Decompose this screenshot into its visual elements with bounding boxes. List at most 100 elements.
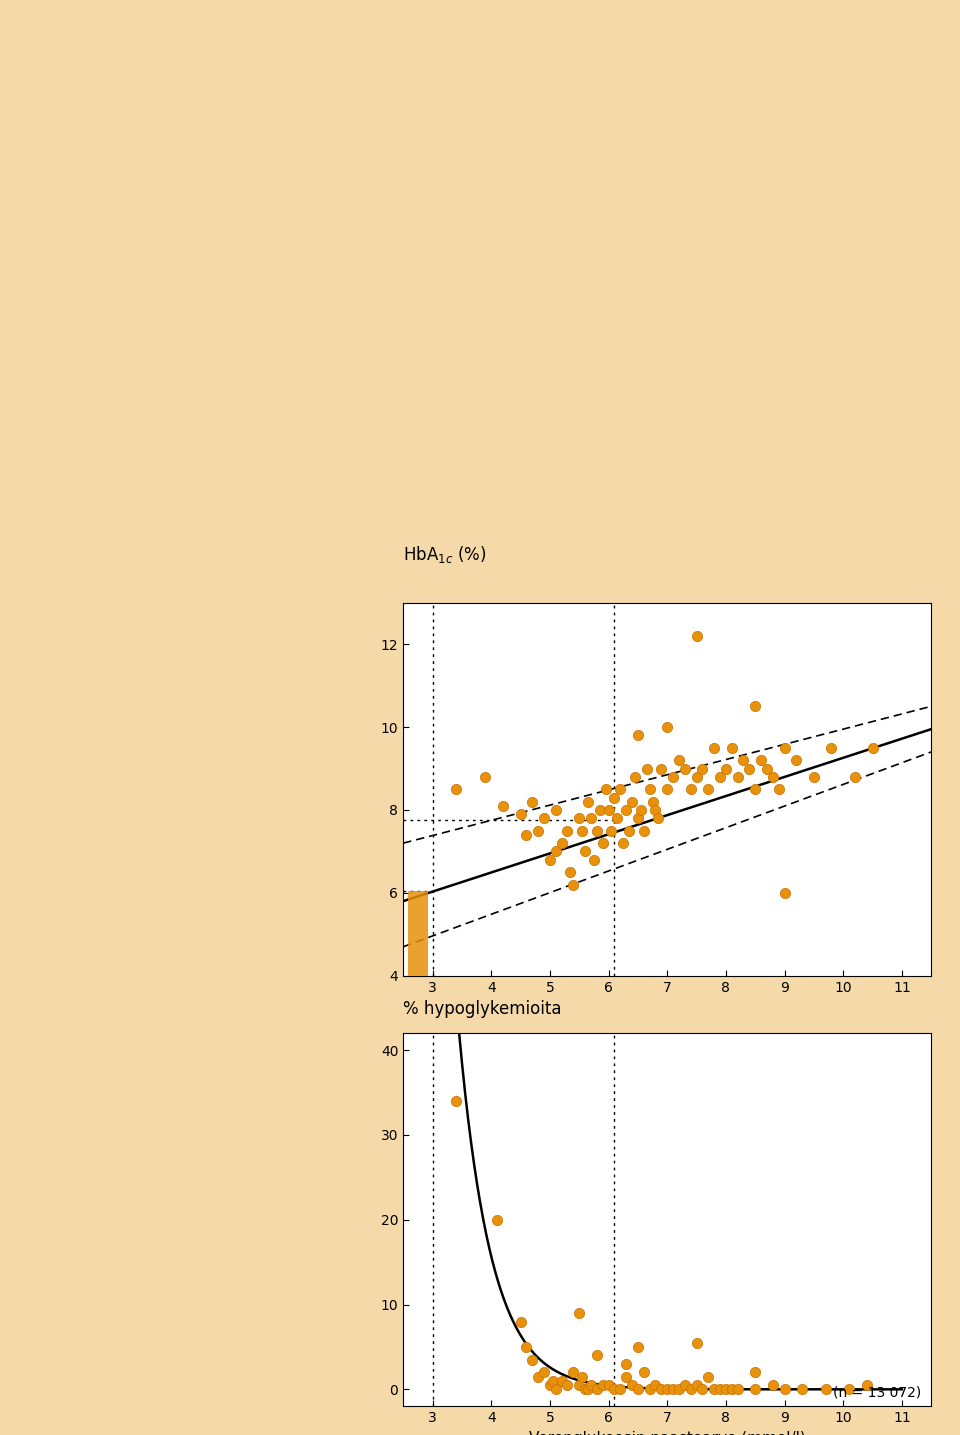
Point (524, 1349, 540, 1372)
Point (518, 824, 534, 847)
Point (660, 1378, 675, 1401)
Point (824, 736, 839, 759)
Point (695, 1378, 710, 1401)
Point (735, 749, 751, 772)
Point (677, 1373, 692, 1396)
Point (513, 1310, 528, 1333)
Point (554, 1369, 569, 1392)
Point (548, 1378, 564, 1401)
Point (601, 798, 616, 821)
Point (490, 1208, 505, 1231)
Point (607, 786, 622, 809)
Point (806, 765, 822, 788)
Point (584, 806, 599, 829)
Point (712, 1378, 728, 1401)
Point (545, 1369, 561, 1392)
Point (612, 1378, 628, 1401)
Point (630, 723, 645, 746)
Point (648, 1373, 663, 1396)
Point (607, 1378, 622, 1401)
Point (859, 1373, 875, 1396)
Point (748, 778, 763, 801)
Point (598, 778, 613, 801)
Point (478, 765, 493, 788)
Point (654, 758, 669, 781)
Point (654, 1378, 669, 1401)
Point (865, 736, 880, 759)
Point (777, 736, 792, 759)
Point (724, 1378, 739, 1401)
Point (615, 832, 631, 855)
Point (610, 806, 625, 829)
Point (841, 1378, 856, 1401)
Point (565, 1360, 581, 1383)
Point (542, 848, 558, 871)
Point (584, 1373, 599, 1396)
X-axis label: Verenglukoosin paastoarvo (mmol/l): Verenglukoosin paastoarvo (mmol/l) (529, 1431, 805, 1435)
Point (639, 758, 655, 781)
Point (618, 1352, 634, 1375)
Point (630, 806, 645, 829)
Point (580, 791, 595, 814)
Point (495, 795, 511, 818)
Point (587, 848, 602, 871)
Point (795, 1378, 810, 1401)
Point (624, 1373, 639, 1396)
Point (642, 1378, 658, 1401)
Point (577, 1378, 592, 1401)
Point (665, 765, 681, 788)
Point (618, 1365, 634, 1388)
Point (724, 736, 739, 759)
Point (448, 1089, 464, 1112)
Point (730, 765, 745, 788)
Point (601, 1373, 616, 1396)
Point (665, 1378, 681, 1401)
Point (531, 819, 546, 842)
Point (765, 1373, 780, 1396)
Point (848, 765, 863, 788)
Point (531, 1365, 546, 1388)
Point (604, 819, 619, 842)
Point (759, 758, 775, 781)
Point (777, 881, 792, 904)
Point (718, 758, 733, 781)
Point (636, 819, 652, 842)
Point (689, 1332, 705, 1355)
Point (754, 749, 769, 772)
Point (689, 1373, 705, 1396)
Point (577, 839, 592, 862)
Point (537, 806, 552, 829)
Point (589, 819, 605, 842)
Point (742, 758, 757, 781)
Point (630, 1336, 645, 1359)
Point (771, 778, 786, 801)
Point (448, 778, 464, 801)
Point (595, 1373, 611, 1396)
Point (560, 819, 575, 842)
Point (634, 798, 649, 821)
Point (560, 1373, 575, 1396)
Point (589, 1378, 605, 1401)
Point (707, 1378, 722, 1401)
Point (537, 1360, 552, 1383)
Text: (n = 13 072): (n = 13 072) (833, 1385, 922, 1399)
Point (624, 791, 639, 814)
Point (627, 765, 642, 788)
Point (563, 861, 578, 884)
Point (777, 1378, 792, 1401)
Point (718, 1378, 733, 1401)
Point (548, 839, 564, 862)
Point (651, 806, 666, 829)
Point (571, 806, 587, 829)
Point (580, 1378, 595, 1401)
Point (648, 798, 663, 821)
Point (618, 798, 634, 821)
Point (574, 1365, 589, 1388)
Point (695, 758, 710, 781)
Point (701, 1365, 716, 1388)
Point (765, 765, 780, 788)
Point (683, 778, 698, 801)
Point (689, 624, 705, 647)
Point (712, 765, 728, 788)
Point (513, 802, 528, 825)
